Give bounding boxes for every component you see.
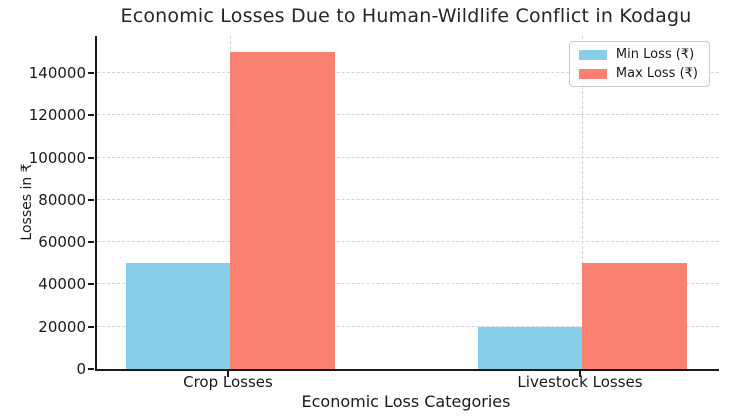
- gridline-x-livestock-losses: [582, 36, 583, 369]
- y-tick-mark-40000: [88, 283, 94, 286]
- y-tick-label-80000: 80000: [38, 190, 86, 209]
- x-tick-mark-crop-losses: [227, 371, 229, 377]
- gridline-y-140000: [97, 72, 719, 73]
- y-tick-mark-140000: [88, 72, 94, 74]
- legend-label: Max Loss (₹): [615, 66, 698, 81]
- plot-area: Min Loss (₹) Max Loss (₹): [95, 36, 719, 371]
- y-tick-label-120000: 120000: [28, 106, 86, 125]
- legend-label: Min Loss (₹): [615, 47, 695, 62]
- x-tick-label-livestock-losses: Livestock Losses: [517, 373, 643, 391]
- y-tick-label-100000: 100000: [28, 148, 86, 167]
- y-tick-label-20000: 20000: [38, 317, 86, 336]
- y-tick-mark-20000: [88, 325, 94, 328]
- bar-max-loss-crop-losses: [230, 51, 335, 369]
- x-tick-label-crop-losses: Crop Losses: [183, 373, 273, 391]
- y-tick-mark-120000: [88, 114, 94, 117]
- gridline-y-60000: [97, 241, 719, 243]
- legend-swatch-icon: [578, 49, 607, 60]
- bar-min-loss-livestock-losses: [477, 326, 582, 369]
- gridline-y-20000: [97, 325, 719, 327]
- bar-max-loss-livestock-losses: [582, 263, 687, 369]
- legend-swatch-icon: [578, 68, 607, 79]
- gridline-y-120000: [97, 114, 719, 116]
- y-tick-mark-100000: [88, 156, 94, 159]
- y-tick-mark-60000: [88, 241, 94, 244]
- gridline-y-80000: [97, 198, 719, 200]
- x-axis-label: Economic Loss Categories: [301, 392, 511, 411]
- gridline-y-100000: [97, 156, 719, 158]
- y-tick-label-0: 0: [76, 360, 86, 378]
- legend: Min Loss (₹) Max Loss (₹): [568, 41, 710, 87]
- chart-title: Economic Losses Due to Human-Wildlife Co…: [120, 5, 692, 27]
- y-tick-mark-0: [88, 368, 94, 370]
- y-tick-label-140000: 140000: [28, 64, 86, 82]
- legend-entry-max-loss: Max Loss (₹): [578, 66, 698, 81]
- x-tick-mark-livestock-losses: [579, 371, 581, 377]
- y-tick-label-60000: 60000: [38, 233, 86, 252]
- y-tick-label-40000: 40000: [38, 275, 86, 294]
- legend-entry-min-loss: Min Loss (₹): [578, 47, 698, 62]
- gridline-y-40000: [97, 283, 719, 285]
- bar-min-loss-crop-losses: [125, 263, 230, 369]
- y-tick-mark-80000: [88, 198, 94, 201]
